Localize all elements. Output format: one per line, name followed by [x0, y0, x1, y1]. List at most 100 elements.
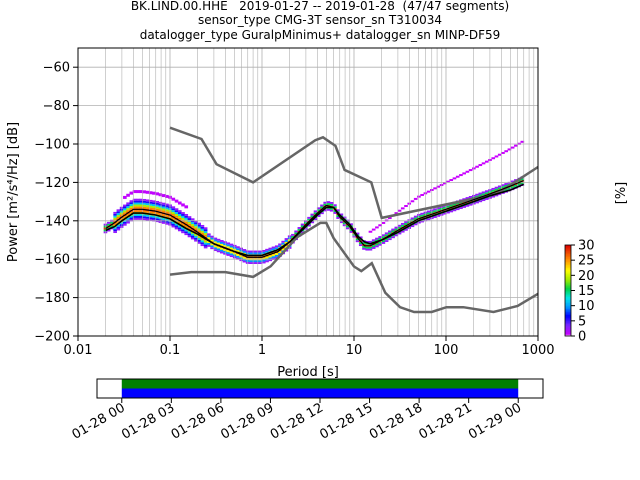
- heatmap-cell: [184, 231, 189, 234]
- heatmap-cell: [145, 218, 150, 221]
- heatmap-cell: [265, 260, 269, 263]
- heatmap-cell: [194, 226, 198, 229]
- heatmap-cell: [171, 208, 176, 211]
- heatmap-cell: [139, 198, 143, 201]
- heatmap-cell: [329, 207, 334, 210]
- heatmap-cell: [213, 247, 218, 250]
- heatmap-cell: [426, 218, 431, 221]
- heatmap-cell: [520, 140, 525, 143]
- heatmap-cell: [126, 210, 130, 212]
- heatmap-cell: [174, 227, 179, 230]
- heatmap-cell: [161, 214, 166, 217]
- y-axis-label: Power [m²/s⁴/Hz] [dB]: [6, 122, 21, 262]
- heatmap-cell: [455, 175, 460, 178]
- heatmap-cell: [152, 211, 156, 214]
- heatmap-cell: [433, 208, 437, 211]
- heatmap-cell: [261, 257, 266, 260]
- heatmap-cell: [184, 233, 189, 236]
- heatmap-cell: [226, 242, 231, 245]
- heatmap-cell: [358, 236, 363, 239]
- heatmap-cell: [271, 254, 276, 257]
- heatmap-cell: [197, 236, 201, 239]
- heatmap-cell: [265, 256, 269, 259]
- heatmap-cell: [116, 211, 121, 214]
- heatmap-cell: [413, 215, 418, 218]
- heatmap-cell: [155, 208, 159, 211]
- heatmap-cell: [410, 200, 415, 203]
- heatmap-cell: [510, 180, 515, 183]
- heatmap-cell: [123, 221, 127, 224]
- colorbar-segment: [565, 299, 571, 302]
- heatmap-cell: [329, 202, 334, 204]
- heatmap-cell: [404, 205, 408, 207]
- heatmap-cell: [200, 224, 205, 227]
- colorbar-segment: [565, 311, 571, 314]
- heatmap-cell: [181, 214, 185, 216]
- heatmap-cell: [194, 228, 198, 231]
- colorbar-segment: [565, 273, 571, 276]
- heatmap-cell: [355, 232, 360, 235]
- heatmap-cell: [249, 250, 253, 253]
- heatmap-cell: [497, 153, 502, 156]
- psd-lines: [105, 126, 539, 314]
- heatmap-cell: [278, 253, 282, 256]
- heatmap-cell: [255, 252, 260, 255]
- heatmap-cell: [252, 262, 256, 264]
- heatmap-cell: [126, 206, 130, 209]
- heatmap-cell: [184, 225, 189, 228]
- heatmap-cell: [381, 242, 386, 244]
- colorbar-segment: [565, 307, 571, 309]
- heatmap-cell: [232, 246, 237, 249]
- heatmap-cell: [158, 221, 163, 223]
- heatmap-cell: [200, 228, 205, 231]
- heatmap-cell: [219, 249, 224, 252]
- heatmap-cell: [223, 245, 227, 247]
- heatmap-cell: [346, 227, 350, 230]
- heatmap-cell: [265, 250, 269, 253]
- heatmap-cell: [261, 259, 266, 262]
- colorbar-segment: [565, 298, 571, 300]
- heatmap-cell: [181, 203, 185, 207]
- heatmap-cell: [116, 228, 121, 231]
- colorbar-segment: [565, 260, 571, 262]
- colorbar-tick-label: 5: [578, 314, 586, 329]
- heatmap-cell: [484, 192, 489, 195]
- heatmap-cell: [116, 217, 121, 219]
- heatmap-cell: [307, 218, 311, 221]
- x-tick-label: 0.01: [64, 343, 93, 358]
- heatmap-cell: [365, 242, 370, 245]
- heatmap-cell: [452, 203, 457, 206]
- colorbar-segment: [565, 267, 571, 270]
- heatmap-cell: [394, 212, 399, 215]
- heatmap-cell: [194, 222, 198, 225]
- heatmap-cell: [155, 216, 159, 219]
- heatmap-cell: [145, 210, 150, 213]
- heatmap-cell: [132, 204, 137, 207]
- heatmap-cell: [375, 237, 379, 240]
- heatmap-cell: [177, 217, 182, 220]
- heatmap-cell: [410, 217, 415, 220]
- heatmap-cell: [455, 208, 460, 211]
- plot-ticks: 0.01 0.1 1 10 100 1000 −200 −180 −160 −140 −120 −10…: [34, 61, 554, 358]
- colorbar-tick-label: 15: [578, 284, 595, 299]
- colorbar-segment: [565, 254, 571, 256]
- heatmap-cell: [229, 245, 234, 248]
- heatmap-cell: [339, 213, 344, 216]
- heatmap-cell: [371, 239, 376, 242]
- heatmap-cell: [129, 217, 134, 220]
- heatmap-cell: [252, 250, 256, 253]
- heatmap-cell: [484, 197, 489, 200]
- colorbar-segment: [565, 317, 571, 320]
- heatmap-cell: [181, 227, 185, 230]
- heatmap-cell: [142, 204, 147, 207]
- heatmap-cell: [497, 187, 502, 190]
- heatmap-cell: [371, 228, 376, 231]
- heatmap-cell: [148, 201, 153, 204]
- heatmap-cell: [410, 225, 415, 228]
- heatmap-cell: [181, 217, 185, 220]
- colorbar-segment: [565, 308, 571, 311]
- heatmap-cell: [142, 200, 147, 203]
- heatmap-cell: [484, 190, 489, 193]
- heatmap-cell: [417, 213, 421, 216]
